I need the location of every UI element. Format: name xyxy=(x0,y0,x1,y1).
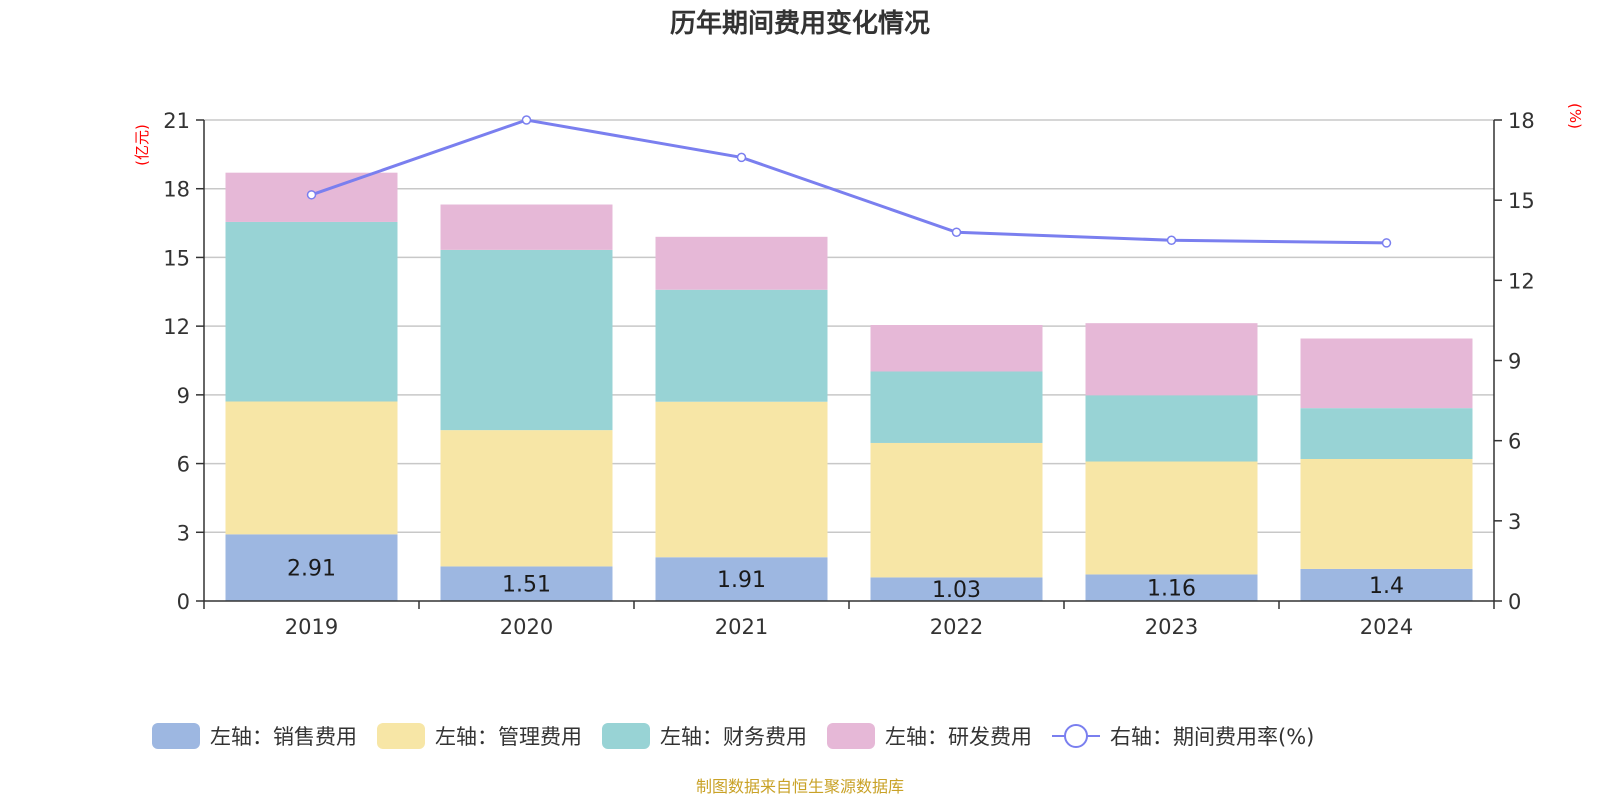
legend-marker-rate xyxy=(1064,724,1088,748)
bar-finance xyxy=(225,221,398,402)
bar-sales xyxy=(1300,568,1473,601)
legend: 左轴：销售费用 左轴：管理费用 左轴：财务费用 左轴：研发费用 右轴：期间费用率(%) xyxy=(152,723,1314,749)
left-axis-tick-label: 3 xyxy=(177,521,190,545)
source-note: 制图数据来自恒生聚源数据库 xyxy=(696,777,904,796)
chart-title: 历年期间费用变化情况 xyxy=(670,8,930,39)
right-axis-tick-label: 18 xyxy=(1508,109,1535,133)
rate-point xyxy=(521,115,532,125)
left-axis-tick-label: 12 xyxy=(163,315,190,339)
bar-rd xyxy=(1085,323,1258,396)
right-axis-tick-label: 3 xyxy=(1508,510,1521,534)
bar-sales xyxy=(870,577,1043,601)
right-axis-unit: (%) xyxy=(1566,103,1584,129)
bar-admin xyxy=(870,442,1043,578)
bar-admin xyxy=(225,401,398,535)
bar-sales xyxy=(225,534,398,601)
left-axis-tick-label: 15 xyxy=(163,246,190,270)
legend-swatch-finance xyxy=(602,723,650,749)
x-axis-label: 2020 xyxy=(500,615,553,639)
bar-rd xyxy=(440,204,613,250)
bar-finance xyxy=(870,371,1043,443)
left-axis-tick-label: 9 xyxy=(177,384,190,408)
right-axis-tick-label: 15 xyxy=(1508,189,1535,213)
data-label-sales: 1.51 xyxy=(502,573,551,598)
left-axis-tick-label: 21 xyxy=(163,109,190,133)
left-axis-tick-label: 6 xyxy=(177,453,190,477)
bar-rd xyxy=(1300,338,1473,409)
legend-label-rd: 左轴：研发费用 xyxy=(885,725,1032,749)
rate-point xyxy=(1381,238,1392,248)
right-axis-tick-label: 0 xyxy=(1508,590,1521,614)
right-axis-tick-label: 12 xyxy=(1508,269,1535,293)
bars xyxy=(225,172,1473,601)
rate-point xyxy=(1166,235,1177,245)
rate-line xyxy=(306,115,1392,248)
bar-sales xyxy=(655,557,828,601)
left-axis-tick-label: 0 xyxy=(177,590,190,614)
axes: 0 3 6 9 12 15 18 21 0 3 6 9 12 15 18 2019 2020 2021 2022 20… xyxy=(163,109,1534,639)
legend-label-admin: 左轴：管理费用 xyxy=(435,725,582,749)
data-labels: 2.91 1.51 1.91 1.03 1.16 1.4 xyxy=(287,557,1404,604)
rate-point xyxy=(736,152,747,163)
right-axis-tick-label: 9 xyxy=(1508,350,1521,374)
bar-finance xyxy=(655,289,828,402)
bar-finance xyxy=(1085,395,1258,462)
bar-sales xyxy=(1085,574,1258,601)
bar-admin xyxy=(655,401,828,558)
bar-finance xyxy=(1300,408,1473,459)
x-axis-label: 2019 xyxy=(285,615,338,639)
gridlines xyxy=(204,119,1494,534)
bar-admin xyxy=(1085,461,1258,575)
data-label-sales: 1.16 xyxy=(1147,577,1196,602)
bar-rd xyxy=(870,324,1043,372)
data-label-sales: 2.91 xyxy=(287,557,336,582)
data-label-sales: 1.03 xyxy=(932,578,981,603)
x-axis-label: 2023 xyxy=(1145,615,1198,639)
rate-line-path xyxy=(311,118,1387,245)
legend-swatch-rd xyxy=(827,723,875,749)
bar-admin xyxy=(1300,458,1473,569)
x-axis-label: 2022 xyxy=(930,615,983,639)
legend-swatch-sales xyxy=(152,723,200,749)
legend-swatch-admin xyxy=(377,723,425,749)
right-axis-tick-label: 6 xyxy=(1508,430,1521,454)
bar-finance xyxy=(440,249,613,431)
rate-point xyxy=(306,190,317,200)
data-label-sales: 1.4 xyxy=(1369,574,1404,599)
legend-label-rate: 右轴：期间费用率(%) xyxy=(1110,725,1314,749)
bar-sales xyxy=(440,566,613,601)
legend-label-sales: 左轴：销售费用 xyxy=(210,725,357,749)
data-label-sales: 1.91 xyxy=(717,568,766,593)
left-axis-tick-label: 18 xyxy=(163,178,190,202)
left-axis-unit: (亿元) xyxy=(133,124,151,166)
rate-point xyxy=(951,227,962,237)
x-axis-label: 2021 xyxy=(715,615,768,639)
x-axis-label: 2024 xyxy=(1360,615,1413,639)
bar-admin xyxy=(440,430,613,567)
legend-label-finance: 左轴：财务费用 xyxy=(660,725,807,749)
bar-rd xyxy=(655,236,828,290)
